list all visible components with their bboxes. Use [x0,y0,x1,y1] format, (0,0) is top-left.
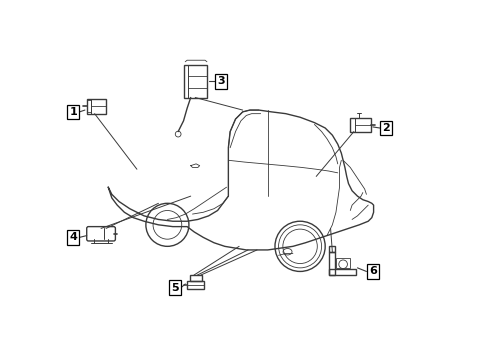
Bar [86,99,106,114]
Bar [328,269,355,275]
Bar [189,275,202,282]
Bar [328,252,335,275]
Text: 2: 2 [382,123,389,133]
Bar [183,64,206,98]
Text: 6: 6 [368,266,376,276]
Bar [187,282,204,289]
Text: 1: 1 [69,107,77,117]
Bar [335,258,349,268]
Bar [349,118,370,132]
Text: 5: 5 [170,283,178,293]
Text: 4: 4 [69,232,77,242]
Text: 3: 3 [217,76,224,86]
Bar [329,246,334,252]
Bar [87,100,90,112]
